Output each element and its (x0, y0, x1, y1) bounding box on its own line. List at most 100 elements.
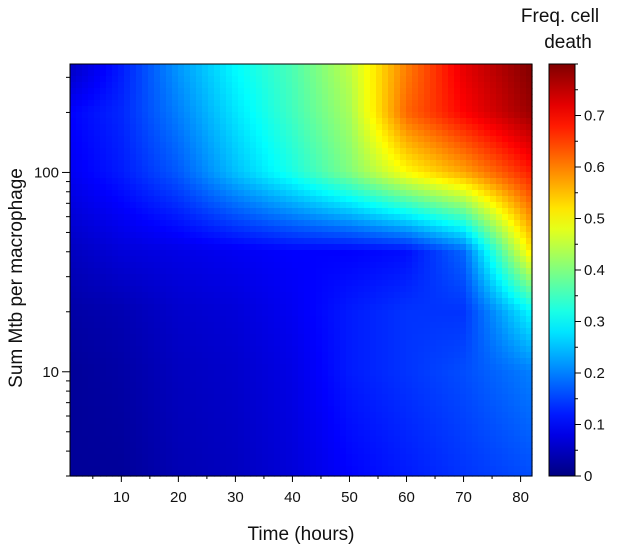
heatmap-cell (178, 274, 185, 281)
heatmap-cell (346, 178, 353, 185)
heatmap-cell (520, 82, 527, 89)
heatmap-cell (400, 100, 407, 107)
heatmap-cell (388, 448, 395, 455)
heatmap-cell (184, 148, 191, 155)
heatmap-cell (214, 262, 221, 269)
heatmap-cell (514, 178, 521, 185)
heatmap-cell (70, 88, 77, 95)
heatmap-cell (442, 448, 449, 455)
heatmap-cell (244, 220, 251, 227)
heatmap-cell (106, 70, 113, 77)
heatmap-cell (448, 136, 455, 143)
heatmap-cell (100, 322, 107, 329)
heatmap-cell (226, 406, 233, 413)
heatmap-cell (262, 418, 269, 425)
heatmap-cell (496, 286, 503, 293)
heatmap-cell (472, 424, 479, 431)
heatmap-cell (214, 214, 221, 221)
heatmap-cell (328, 430, 335, 437)
heatmap-cell (292, 310, 299, 317)
heatmap-cell (364, 226, 371, 233)
heatmap-cell (322, 364, 329, 371)
heatmap-cell (100, 76, 107, 83)
heatmap-cell (436, 430, 443, 437)
heatmap-cell (238, 418, 245, 425)
heatmap-cell (394, 124, 401, 131)
heatmap-cell (76, 334, 83, 341)
heatmap-cell (214, 274, 221, 281)
heatmap-cell (292, 340, 299, 347)
heatmap-cell (178, 346, 185, 353)
heatmap-cell (382, 418, 389, 425)
heatmap-cell (142, 382, 149, 389)
heatmap-cell (322, 358, 329, 365)
heatmap-cell (430, 376, 437, 383)
heatmap-cell (154, 274, 161, 281)
heatmap-cell (496, 406, 503, 413)
heatmap-cell (262, 232, 269, 239)
heatmap-cell (136, 202, 143, 209)
heatmap-cell (184, 226, 191, 233)
heatmap-cell (136, 64, 143, 71)
heatmap-cell (496, 394, 503, 401)
heatmap-cell (490, 316, 497, 323)
heatmap-cell (148, 406, 155, 413)
heatmap-cell (100, 232, 107, 239)
heatmap-cell (484, 130, 491, 137)
heatmap-cell (142, 124, 149, 131)
heatmap-cell (100, 448, 107, 455)
heatmap-cell (238, 334, 245, 341)
heatmap-cell (148, 364, 155, 371)
heatmap-cell (220, 400, 227, 407)
heatmap-cell (94, 376, 101, 383)
heatmap-cell (88, 70, 95, 77)
heatmap-cell (316, 208, 323, 215)
heatmap-cell (286, 334, 293, 341)
heatmap-cell (490, 400, 497, 407)
heatmap-cell (280, 388, 287, 395)
heatmap-cell (70, 346, 77, 353)
heatmap-cell (448, 340, 455, 347)
heatmap-cell (400, 274, 407, 281)
heatmap-cell (514, 424, 521, 431)
heatmap-cell (310, 328, 317, 335)
heatmap-cell (166, 208, 173, 215)
heatmap-cell (328, 184, 335, 191)
heatmap-cell (142, 436, 149, 443)
heatmap-cell (448, 208, 455, 215)
heatmap-cell (400, 442, 407, 449)
heatmap-cell (250, 400, 257, 407)
heatmap-cell (190, 310, 197, 317)
heatmap-cell (136, 424, 143, 431)
heatmap-cell (250, 346, 257, 353)
heatmap-cell (154, 196, 161, 203)
heatmap-cell (310, 430, 317, 437)
heatmap-cell (220, 76, 227, 83)
heatmap-cell (244, 280, 251, 287)
heatmap-cell (454, 292, 461, 299)
heatmap-cell (376, 250, 383, 257)
heatmap-cell (250, 388, 257, 395)
heatmap-cell (274, 358, 281, 365)
heatmap-cell (88, 166, 95, 173)
heatmap-cell (442, 256, 449, 263)
heatmap-cell (520, 322, 527, 329)
heatmap-cell (310, 370, 317, 377)
heatmap-cell (268, 202, 275, 209)
heatmap-cell (106, 412, 113, 419)
heatmap-cell (274, 436, 281, 443)
heatmap-cell (88, 358, 95, 365)
heatmap-cell (316, 94, 323, 101)
heatmap-cell (262, 184, 269, 191)
heatmap-cell (280, 280, 287, 287)
heatmap-cell (520, 154, 527, 161)
heatmap-cell (184, 430, 191, 437)
heatmap-cell (472, 436, 479, 443)
heatmap-cell (472, 166, 479, 173)
heatmap-cell (292, 112, 299, 119)
heatmap-cell (202, 94, 209, 101)
heatmap-cell (382, 424, 389, 431)
heatmap-cell (418, 226, 425, 233)
heatmap-cell (478, 400, 485, 407)
heatmap-cell (232, 430, 239, 437)
